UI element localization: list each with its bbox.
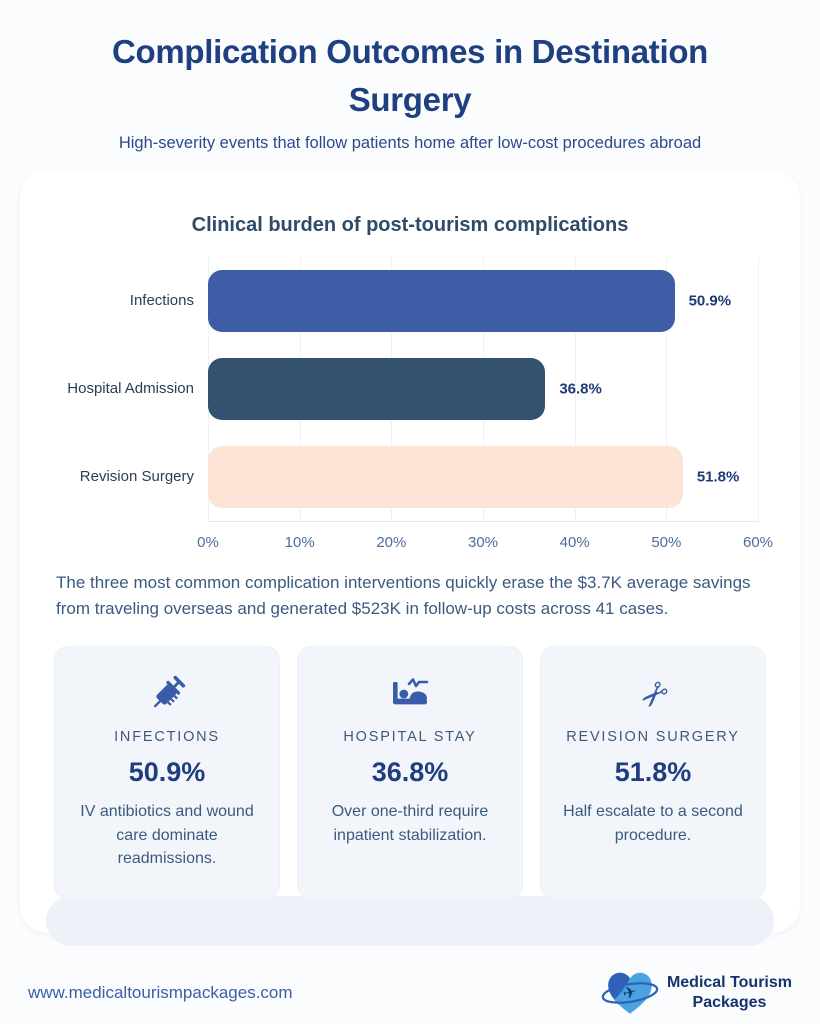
hospital-bed-icon	[316, 673, 504, 715]
stat-card-infections: INFECTIONS 50.9% IV antibiotics and woun…	[54, 646, 280, 899]
brand-line-1: Medical Tourism	[666, 973, 792, 991]
x-tick-label: 10%	[284, 533, 315, 551]
bar-hospital-admission	[208, 357, 546, 420]
stat-label: REVISION SURGERY	[566, 729, 740, 746]
gridline	[574, 256, 576, 521]
page-subtitle: High-severity events that follow patient…	[118, 133, 702, 152]
bar-value-label: 51.8%	[696, 468, 740, 486]
chart-plot: 50.9% 36.8% 51.8%	[208, 256, 759, 522]
stat-value: 50.9%	[128, 757, 206, 788]
stat-description: Over one-third require inpatient stabili…	[331, 803, 489, 844]
infographic-card: Clinical burden of post-tourism complica…	[20, 169, 800, 947]
brand-logo: ✈ Medical Tourism Packages	[601, 967, 792, 1019]
bar-category-label: Infections	[129, 292, 194, 310]
chart-ticks: 0% 10% 20% 30% 40% 50% 60%	[197, 530, 773, 560]
chart-row: 50.9%	[208, 257, 758, 345]
x-tick-label: 20%	[376, 533, 407, 551]
heart-plane-logo-icon: ✈	[601, 972, 659, 1014]
insight-text: The three most common complication inter…	[56, 572, 751, 619]
stat-value: 36.8%	[371, 757, 449, 788]
stat-label: HOSPITAL STAY	[343, 729, 477, 746]
bar-value-label: 50.9%	[688, 292, 732, 310]
brand-line-2: Packages	[692, 993, 767, 1011]
chart-title: Clinical burden of post-tourism complica…	[191, 213, 629, 236]
x-tick-label: 40%	[559, 533, 590, 551]
page-title: Complication Outcomes in Destination Sur…	[111, 33, 709, 118]
x-tick-label: 0%	[197, 533, 219, 551]
gridline	[666, 256, 668, 521]
stat-description: IV antibiotics and wound care dominate r…	[80, 803, 254, 867]
bar-value-label: 36.8%	[559, 380, 602, 398]
stat-description: Half escalate to a second procedure.	[563, 803, 743, 844]
bar-chart: Infections Hospital Admission Revision Sur…	[58, 256, 759, 522]
chart-row: 36.8%	[208, 345, 758, 433]
svg-text:✈: ✈	[621, 982, 639, 1004]
gridline	[758, 256, 759, 521]
scissors-icon: ✂	[629, 670, 677, 718]
stat-label: INFECTIONS	[114, 729, 220, 746]
footer: www.medicaltourismpackages.com ✈ Medical…	[28, 967, 792, 1019]
bar-infections	[208, 269, 675, 332]
bar-category-label: Hospital Admission	[67, 380, 194, 398]
website-link[interactable]: www.medicaltourismpackages.com	[28, 982, 293, 1002]
x-tick-label: 50%	[651, 533, 682, 551]
brand-name: Medical Tourism Packages	[667, 973, 792, 1013]
syringe-icon	[73, 673, 261, 715]
chart-row: 51.8%	[208, 433, 758, 521]
header: Complication Outcomes in Destination Sur…	[0, 0, 820, 153]
x-tick-label: 60%	[742, 533, 774, 551]
stat-card-revision-surgery: ✂ REVISION SURGERY 51.8% Half escalate t…	[540, 646, 766, 899]
stat-card-row: INFECTIONS 50.9% IV antibiotics and woun…	[54, 646, 766, 899]
x-tick-label: 30%	[467, 533, 499, 551]
bar-revision-surgery	[208, 445, 683, 508]
stat-card-hospital-stay: HOSPITAL STAY 36.8% Over one-third requi…	[297, 646, 523, 899]
stat-value: 51.8%	[614, 757, 692, 788]
chart-labels: Infections Hospital Admission Revision Sur…	[58, 257, 208, 522]
bar-category-label: Revision Surgery	[79, 468, 194, 486]
